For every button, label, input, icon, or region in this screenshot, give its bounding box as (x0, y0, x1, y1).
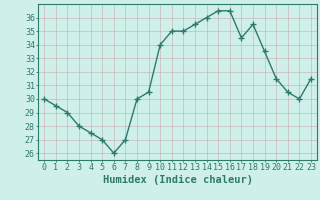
X-axis label: Humidex (Indice chaleur): Humidex (Indice chaleur) (103, 175, 252, 185)
